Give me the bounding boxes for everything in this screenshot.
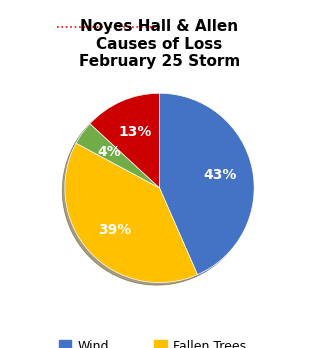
Wedge shape (160, 93, 254, 275)
Wedge shape (90, 93, 160, 188)
Text: Noyes Hall & Allen: Noyes Hall & Allen (80, 19, 239, 34)
Wedge shape (76, 124, 160, 188)
Text: 4%: 4% (98, 145, 121, 159)
Text: 39%: 39% (98, 223, 131, 237)
Text: 43%: 43% (203, 168, 236, 182)
Text: 13%: 13% (118, 125, 152, 139)
Legend: Wind, Electrical, Fallen Trees, Water Backup: Wind, Electrical, Fallen Trees, Water Ba… (55, 336, 264, 348)
Text: Causes of Loss: Causes of Loss (96, 37, 223, 52)
Wedge shape (65, 143, 197, 283)
Text: February 25 Storm: February 25 Storm (79, 54, 240, 69)
